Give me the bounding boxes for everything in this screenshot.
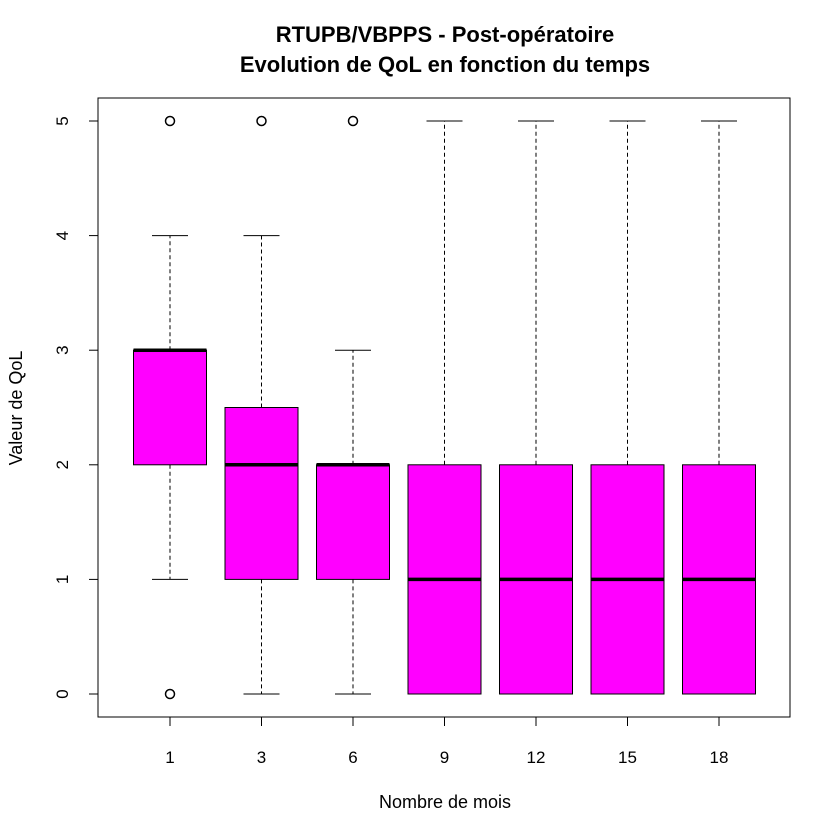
box-3 (224, 115, 299, 695)
chart-subtitle: Evolution de QoL en fonction du temps (240, 52, 650, 77)
boxes-layer (133, 115, 756, 700)
box-18 (682, 120, 756, 695)
x-tick-label: 3 (257, 748, 266, 767)
box-rect (133, 349, 207, 466)
box-9 (407, 120, 482, 695)
outlier-point (164, 115, 176, 127)
chart-title: RTUPB/VBPPS - Post-opératoire (276, 22, 615, 47)
x-tick-label: 6 (348, 748, 357, 767)
outlier-point (164, 688, 176, 700)
y-axis: 0 1 2 3 4 5 (53, 116, 99, 699)
y-tick-label: 1 (53, 575, 72, 584)
outlier-point (256, 115, 267, 127)
x-tick-label: 18 (710, 748, 729, 767)
box-rect (316, 464, 390, 580)
x-axis-label: Nombre de mois (379, 792, 511, 812)
y-tick-label: 5 (53, 116, 72, 125)
y-axis-label: Valeur de QoL (6, 351, 26, 466)
y-tick-label: 4 (53, 231, 72, 240)
y-tick-label: 3 (53, 345, 72, 354)
box-1 (133, 115, 207, 700)
y-tick-label: 0 (53, 689, 72, 698)
x-tick-label: 9 (440, 748, 449, 767)
x-tick-label: 12 (527, 748, 546, 767)
x-tick-label: 15 (618, 748, 637, 767)
x-axis: 1 3 6 9 12 15 18 (165, 716, 729, 767)
x-tick-label: 1 (165, 748, 174, 767)
box-15 (590, 120, 665, 695)
y-tick-label: 2 (53, 460, 72, 469)
box-12 (499, 120, 573, 695)
box-rect (224, 407, 299, 580)
box-6 (316, 115, 390, 695)
outlier-point (347, 115, 359, 127)
